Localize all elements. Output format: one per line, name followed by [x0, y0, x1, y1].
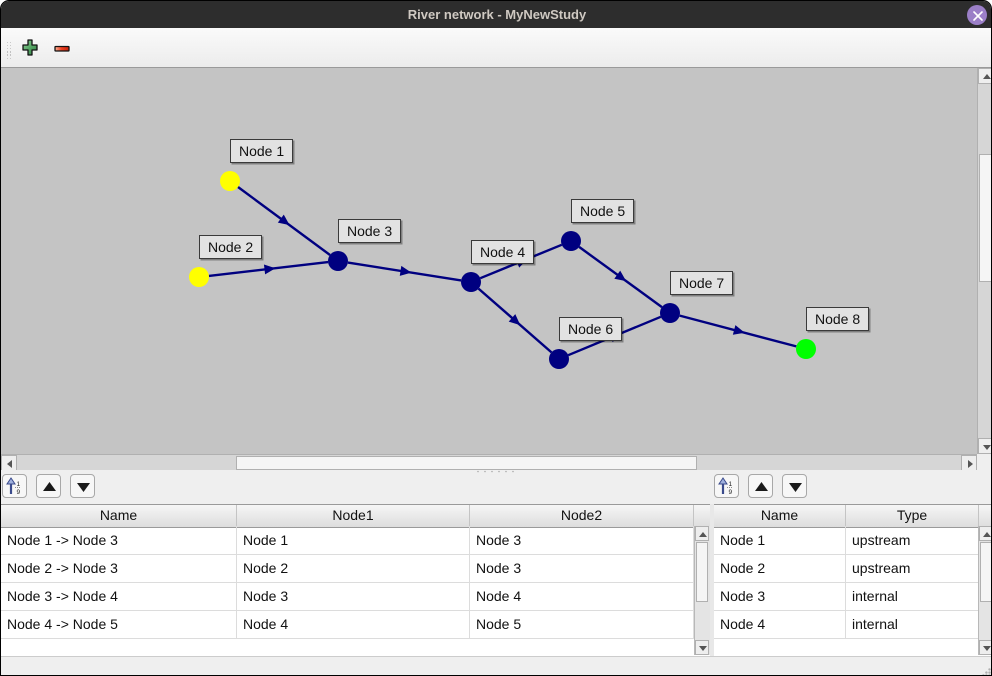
svg-text:1: 1	[729, 481, 733, 488]
svg-text:9: 9	[17, 489, 21, 496]
svg-text:1: 1	[17, 481, 21, 488]
svg-text:9: 9	[729, 489, 733, 496]
